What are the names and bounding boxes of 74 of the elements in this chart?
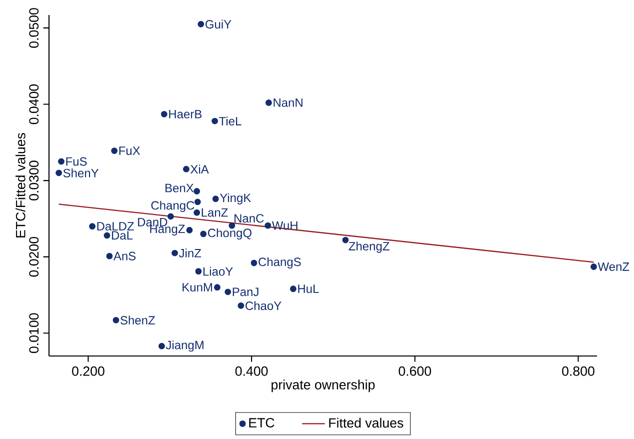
point — [58, 158, 64, 165]
y-tick-label: 0.0300 — [29, 160, 39, 200]
annotation: LiaoY — [203, 266, 233, 276]
x-axis-title: private ownership — [272, 380, 375, 392]
annotation: YingK — [220, 193, 252, 204]
annotation: ShenY — [63, 168, 99, 178]
annotation: ChangC — [151, 200, 194, 212]
point — [194, 188, 200, 194]
y-tick-label: 0.0100 — [29, 313, 39, 353]
point — [212, 118, 218, 124]
point — [590, 264, 597, 270]
annotation: TieL — [219, 116, 242, 126]
annotation: GuiY — [206, 20, 232, 29]
point — [212, 196, 219, 202]
point — [183, 166, 190, 172]
annotation: WenZ — [598, 262, 630, 271]
point — [342, 236, 349, 244]
legend-label: Fitted values — [329, 418, 404, 428]
point — [158, 342, 165, 350]
point — [265, 100, 272, 106]
point — [111, 148, 118, 154]
point — [106, 252, 113, 260]
annotation: WuH — [272, 221, 298, 230]
point — [290, 286, 296, 292]
point — [198, 20, 204, 28]
point — [56, 170, 62, 176]
y-tick-label: 0.0200 — [29, 236, 39, 277]
annotation: DanD — [138, 218, 168, 226]
annotation: BenX — [166, 184, 194, 192]
x-tick-label: 0.400 — [235, 366, 268, 376]
y-axis-title: ETC/Fitted values — [16, 133, 26, 238]
annotation: KunM — [182, 283, 212, 292]
annotation: FuS — [66, 157, 87, 166]
annotation: ChongQ — [208, 228, 252, 240]
point — [250, 260, 258, 266]
annotation: NanC — [234, 214, 264, 223]
point — [104, 232, 110, 239]
point — [172, 250, 178, 256]
annotation: DaL — [112, 231, 133, 240]
y-tick-label: 0.0500 — [29, 8, 39, 48]
annotation: LanZ — [202, 208, 228, 217]
annotation: ChangS — [258, 257, 301, 269]
point — [186, 226, 193, 234]
point — [112, 316, 120, 324]
point — [238, 302, 244, 309]
point — [264, 222, 272, 229]
annotation: HaerB — [169, 110, 202, 118]
annotation: ChaoY — [246, 301, 282, 310]
annotation: JiangM — [166, 340, 204, 352]
y-tick-label: 0.0400 — [29, 84, 39, 124]
annotation: AnS — [113, 252, 136, 260]
annotation: PanJ — [232, 288, 258, 296]
point — [160, 110, 168, 118]
point — [194, 209, 200, 216]
x-tick-label: 0.600 — [398, 366, 432, 376]
annotation: ZhengZ — [348, 242, 390, 253]
point — [214, 284, 220, 291]
annotation: HuL — [298, 284, 319, 294]
x-tick-label: 0.800 — [562, 366, 594, 376]
annotation: JinZ — [178, 248, 202, 258]
point — [194, 198, 201, 206]
x-tick-label: 0.200 — [72, 366, 104, 376]
legend-label: ETC — [249, 418, 274, 428]
point — [224, 288, 232, 296]
annotation: DaLDZ — [97, 222, 134, 231]
point — [200, 230, 207, 238]
annotation: FuX — [119, 146, 140, 155]
point — [167, 213, 174, 220]
point — [89, 223, 96, 230]
point — [195, 268, 202, 275]
annotation: ShenZ — [120, 316, 155, 325]
annotation: NanN — [274, 98, 302, 107]
annotation: XiA — [190, 164, 209, 174]
annotation: HangZ — [150, 224, 185, 236]
